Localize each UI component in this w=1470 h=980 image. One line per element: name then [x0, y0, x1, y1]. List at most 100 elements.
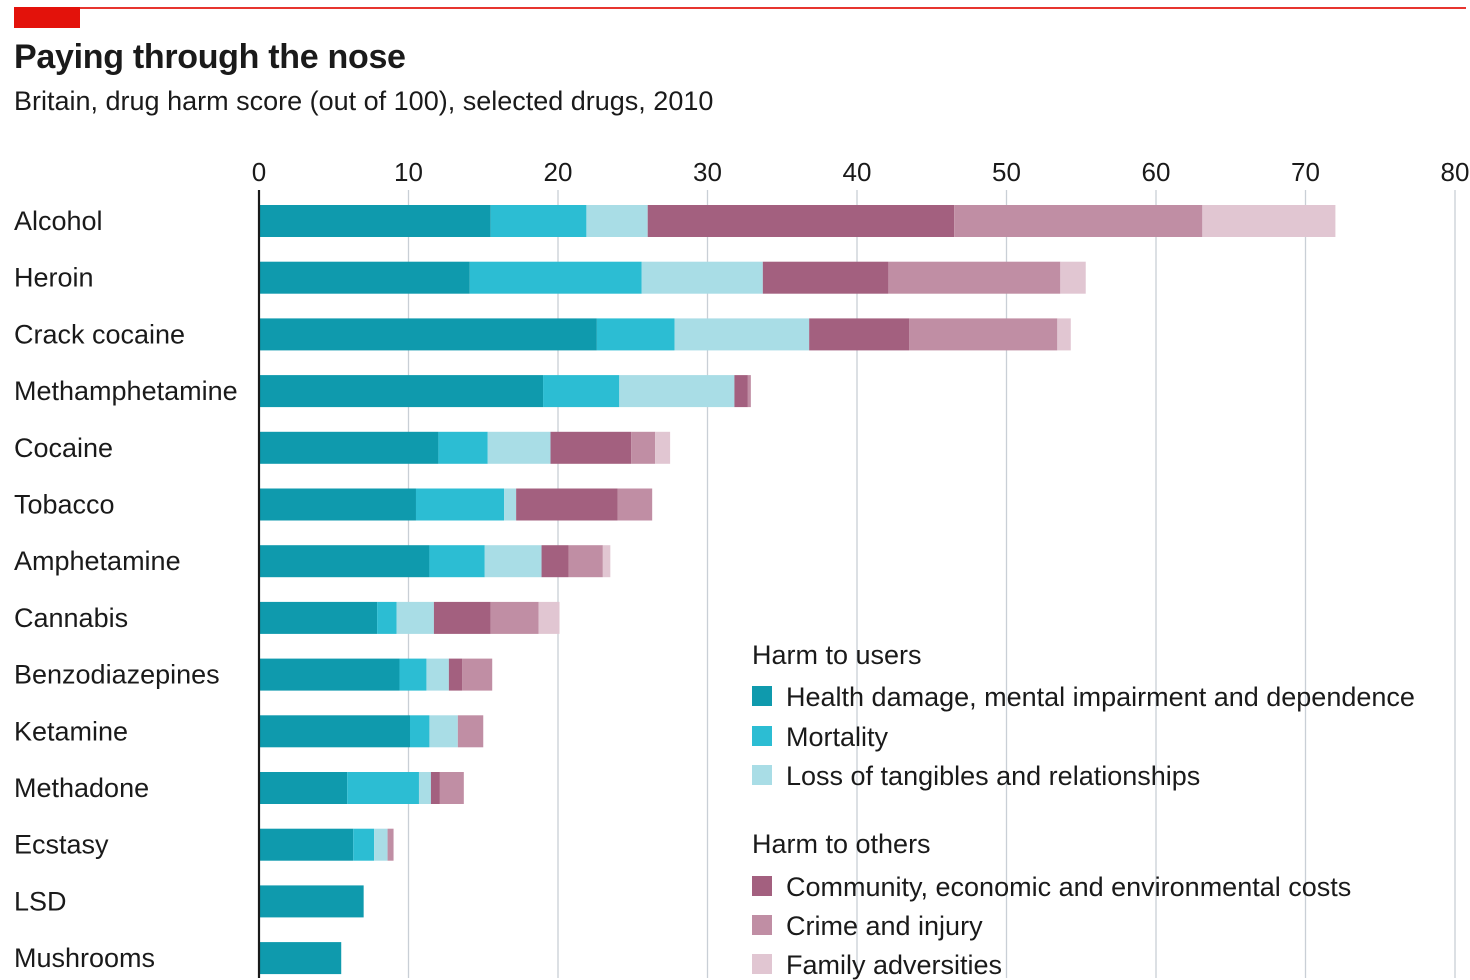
chart-subtitle: Britain, drug harm score (out of 100), s… [14, 86, 714, 116]
bar-segment [762, 261, 889, 294]
bar-segment [438, 431, 488, 464]
x-tick-label: 80 [1441, 157, 1470, 187]
bar-segment [448, 658, 463, 691]
x-tick-label: 30 [693, 157, 722, 187]
bar-segment [418, 772, 431, 804]
legend-swatch [752, 915, 772, 935]
chart-title: Paying through the nose [14, 38, 406, 76]
bar-segment [433, 601, 491, 634]
bar-segment [541, 545, 569, 578]
bar-segment [631, 431, 656, 464]
bar-segment [457, 715, 484, 748]
bar-segment [954, 205, 1203, 237]
legend-item: Loss of tangibles and relationships [786, 761, 1200, 791]
legend-item: Community, economic and environmental co… [786, 872, 1351, 902]
bar-segment [641, 261, 763, 294]
bar-segment [1202, 205, 1336, 237]
category-label: Crack cocaine [14, 319, 185, 349]
bar-segment [259, 488, 416, 521]
bar-segment [619, 375, 735, 408]
legend-swatch [752, 686, 772, 706]
bar-segment [747, 375, 751, 408]
bar-segment [259, 205, 491, 237]
bar-segment [374, 828, 388, 861]
bar-segment [430, 772, 440, 804]
category-label: Mushrooms [14, 943, 155, 973]
bar-segment [596, 318, 675, 351]
bar-segment [396, 601, 434, 634]
category-label: Alcohol [14, 206, 103, 236]
legend-item: Health damage, mental impairment and dep… [786, 682, 1415, 712]
legend-group-title: Harm to others [752, 829, 931, 859]
bar-segment [809, 318, 910, 351]
bar-segment [259, 772, 348, 804]
bar-segment [399, 658, 427, 691]
bar-segment [259, 828, 354, 861]
bar-segment [504, 488, 517, 521]
legend-swatch [752, 876, 772, 896]
bar-segment [909, 318, 1058, 351]
bar-segment [259, 942, 342, 975]
legend-group-title: Harm to users [752, 640, 922, 670]
bar-segment [462, 658, 493, 691]
bar-segment [353, 828, 375, 861]
bar-segment [1060, 261, 1086, 294]
bar-segment [469, 261, 642, 294]
x-tick-label: 40 [843, 157, 872, 187]
bar-segment [259, 601, 378, 634]
legend-item: Mortality [786, 722, 889, 752]
bar-segment [490, 601, 539, 634]
bar-segment [1057, 318, 1071, 351]
brand-tag [14, 7, 80, 28]
bar-segment [439, 772, 464, 804]
bar-segment [259, 318, 597, 351]
bar-segment [259, 375, 544, 408]
x-tick-label: 60 [1142, 157, 1171, 187]
x-tick-label: 70 [1291, 157, 1320, 187]
bar-segment [426, 658, 449, 691]
category-label: Methadone [14, 773, 149, 803]
bar-segment [647, 205, 955, 237]
bar-segment [734, 375, 748, 408]
bar-segment [516, 488, 618, 521]
category-label: Methamphetamine [14, 376, 238, 406]
category-label: LSD [14, 886, 67, 916]
bar-segment [259, 658, 400, 691]
bar-segment [429, 715, 458, 748]
bar-segment [387, 828, 394, 861]
bar-segment [415, 488, 505, 521]
bar-segment [543, 375, 620, 408]
bar-segment [409, 715, 430, 748]
top-rule [14, 7, 1466, 9]
bar-segment [550, 431, 632, 464]
category-label: Amphetamine [14, 546, 181, 576]
x-tick-label: 0 [252, 157, 266, 187]
category-label: Tobacco [14, 490, 115, 520]
category-label: Benzodiazepines [14, 660, 220, 690]
legend-item: Family adversities [786, 950, 1002, 980]
category-label: Cocaine [14, 433, 113, 463]
x-tick-label: 50 [992, 157, 1021, 187]
category-label: Cannabis [14, 603, 128, 633]
bar-segment [538, 601, 560, 634]
category-label: Ketamine [14, 716, 128, 746]
bar-segment [377, 601, 397, 634]
bar-segment [602, 545, 611, 578]
bar-segment [655, 431, 671, 464]
bar-segment [259, 715, 410, 748]
bar-segment [484, 545, 542, 578]
bar-segment [347, 772, 419, 804]
bar-segment [259, 885, 364, 918]
bar-segment [586, 205, 648, 237]
bar-segment [259, 261, 470, 294]
bar-segment [490, 205, 587, 237]
bar-segment [674, 318, 810, 351]
legend-swatch [752, 765, 772, 785]
bar-segment [259, 431, 439, 464]
legend-swatch [752, 726, 772, 746]
legend-swatch [752, 954, 772, 974]
x-tick-label: 20 [544, 157, 573, 187]
bar-segment [487, 431, 551, 464]
bar-segment [568, 545, 603, 578]
